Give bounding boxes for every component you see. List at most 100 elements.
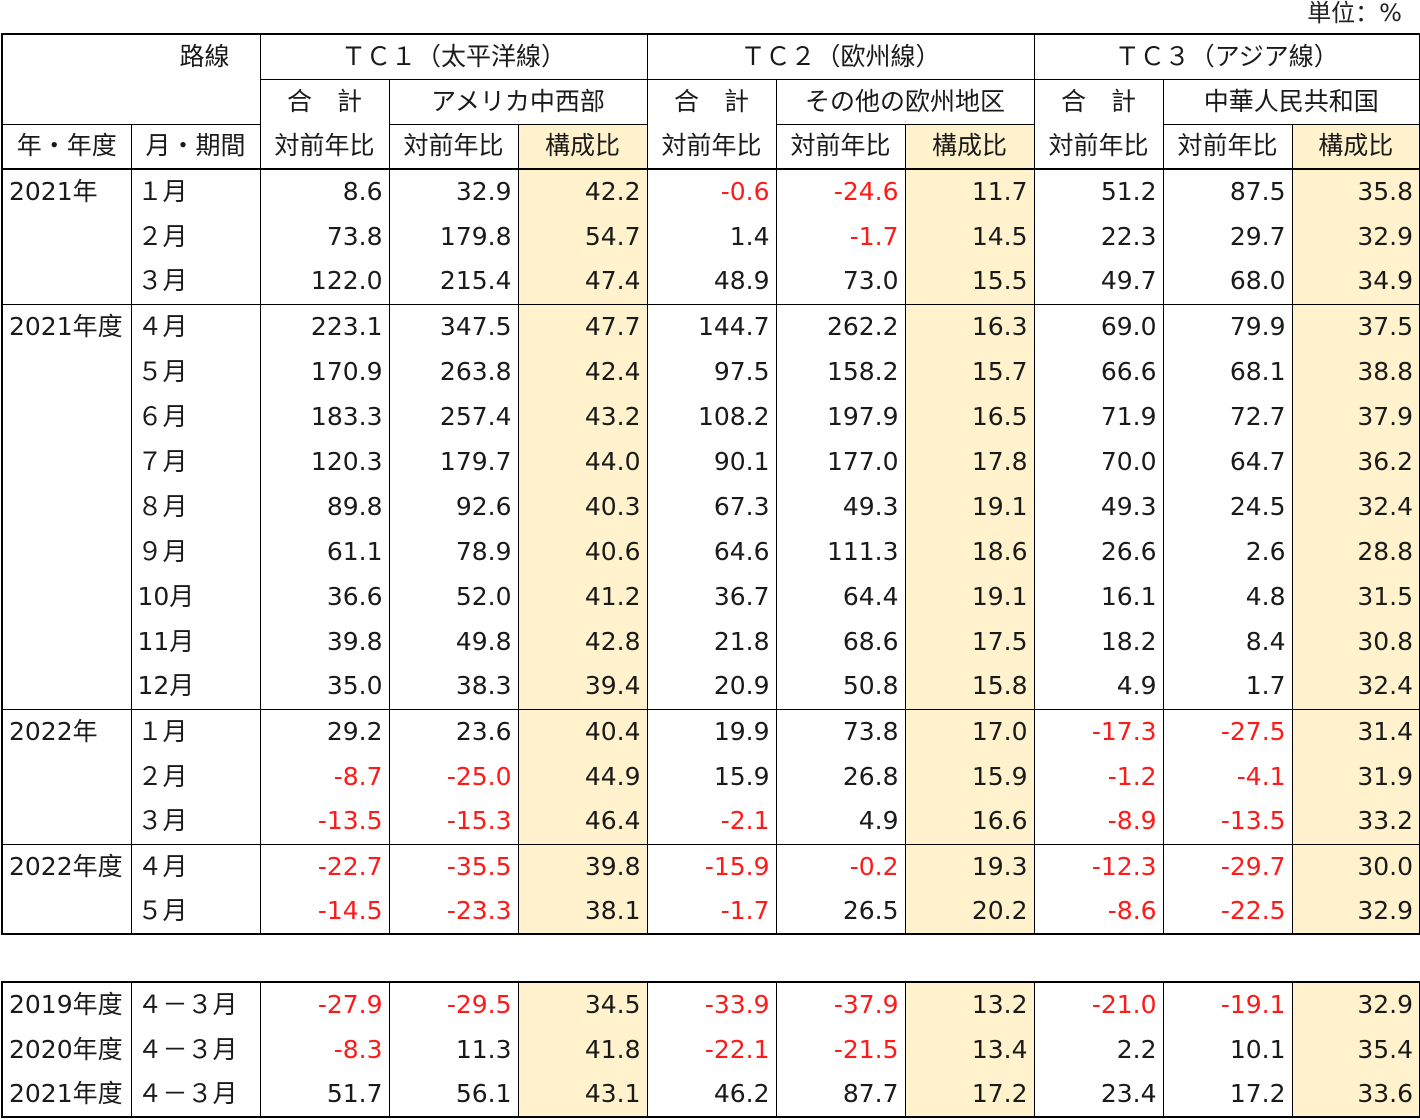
yoy-cell: 2.6 <box>1162 529 1293 574</box>
year-cell: 2019年度 <box>1 982 132 1027</box>
month-cell: ２月 <box>130 214 261 259</box>
tc3-sub-yoy-header: 対前年比 <box>1162 123 1293 170</box>
yoy-cell: 4.8 <box>1162 574 1293 619</box>
yoy-cell: -37.9 <box>775 982 906 1027</box>
table-row: 2022年度 ４月 -22.7 -35.5 39.8 -15.9 -0.2 19.3 -12.3… <box>1 843 1420 889</box>
yoy-cell: -15.9 <box>646 843 777 889</box>
share-cell: 35.4 <box>1291 1027 1420 1072</box>
yoy-cell: 49.3 <box>775 484 906 529</box>
yoy-cell: 2.2 <box>1033 1027 1164 1072</box>
yoy-cell: 170.9 <box>259 349 390 394</box>
yoy-cell: -8.9 <box>1033 799 1164 844</box>
yoy-cell: 49.3 <box>1033 484 1164 529</box>
yoy-cell: -29.5 <box>388 982 519 1027</box>
share-cell: 38.8 <box>1291 349 1420 394</box>
yoy-cell: 36.7 <box>646 574 777 619</box>
yoy-cell: 347.5 <box>388 303 519 349</box>
yoy-cell: -2.1 <box>646 799 777 844</box>
share-cell: 40.6 <box>517 529 648 574</box>
share-cell: 31.4 <box>1291 708 1420 754</box>
yoy-cell: 71.9 <box>1033 394 1164 439</box>
group-header-tc2: ＴＣ２（欧州線） <box>646 33 1035 80</box>
yoy-cell: 120.3 <box>259 439 390 484</box>
year-cell <box>1 529 132 574</box>
table-row: ７月 120.3 179.7 44.0 90.1 177.0 17.8 70.0 64.7 36.… <box>1 439 1420 484</box>
tc1-share-header: 構成比 <box>517 123 648 170</box>
yoy-cell: 64.6 <box>646 529 777 574</box>
share-cell: 16.3 <box>904 303 1035 349</box>
group-header-tc1: ＴＣ１（太平洋線） <box>259 33 648 80</box>
yoy-cell: -1.2 <box>1033 754 1164 799</box>
share-cell: 17.8 <box>904 439 1035 484</box>
share-cell: 47.7 <box>517 303 648 349</box>
yoy-cell: -8.7 <box>259 754 390 799</box>
yoy-cell: 158.2 <box>775 349 906 394</box>
yoy-cell: -1.7 <box>646 889 777 934</box>
yoy-cell: 215.4 <box>388 259 519 304</box>
yoy-cell: -8.6 <box>1033 889 1164 934</box>
yoy-cell: 19.9 <box>646 708 777 754</box>
tc2-total-header: 合 計 <box>646 78 777 124</box>
share-cell: 40.4 <box>517 708 648 754</box>
table-row: ２月 -8.7 -25.0 44.9 15.9 26.8 15.9 -1.2 -4.1 31.9 <box>1 754 1420 799</box>
yoy-cell: 15.9 <box>646 754 777 799</box>
yoy-cell: -15.3 <box>388 799 519 844</box>
share-cell: 39.4 <box>517 664 648 709</box>
yoy-cell: -4.1 <box>1162 754 1293 799</box>
share-cell: 14.5 <box>904 214 1035 259</box>
share-cell: 31.9 <box>1291 754 1420 799</box>
share-cell: 47.4 <box>517 259 648 304</box>
share-cell: 39.8 <box>517 843 648 889</box>
yoy-cell: 108.2 <box>646 394 777 439</box>
table-row: 2019年度 ４－３月 -27.9 -29.5 34.5 -33.9 -37.9 13.2 -2… <box>1 982 1420 1027</box>
yoy-cell: 38.3 <box>388 664 519 709</box>
tc1-total-header: 合 計 <box>259 78 390 124</box>
year-header: 年・年度 <box>1 123 132 170</box>
share-cell: 54.7 <box>517 214 648 259</box>
unit-label: 単位：% <box>1307 0 1402 27</box>
yoy-cell: 69.0 <box>1033 303 1164 349</box>
yoy-cell: 197.9 <box>775 394 906 439</box>
yoy-cell: 73.8 <box>775 708 906 754</box>
month-cell: ４－３月 <box>130 982 261 1027</box>
yoy-cell: 36.6 <box>259 574 390 619</box>
yoy-cell: 29.7 <box>1162 214 1293 259</box>
yoy-cell: -33.9 <box>646 982 777 1027</box>
yoy-cell: 61.1 <box>259 529 390 574</box>
main-table: 路線 ＴＣ１（太平洋線） ＴＣ２（欧州線） ＴＣ３（アジア線） 合 計 アメリカ… <box>1 33 1420 935</box>
yoy-cell: 52.0 <box>388 574 519 619</box>
yoy-cell: -25.0 <box>388 754 519 799</box>
yoy-cell: -17.3 <box>1033 708 1164 754</box>
yoy-cell: -14.5 <box>259 889 390 934</box>
yoy-cell: -0.2 <box>775 843 906 889</box>
table-row: ３月 -13.5 -15.3 46.4 -2.1 4.9 16.6 -8.9 -13.5 33.2 <box>1 799 1420 844</box>
table-row: ９月 61.1 78.9 40.6 64.6 111.3 18.6 26.6 2.6 28.8 <box>1 529 1420 574</box>
share-cell: 30.0 <box>1291 843 1420 889</box>
share-cell: 28.8 <box>1291 529 1420 574</box>
month-cell: 12月 <box>130 664 261 709</box>
table-row: ３月 122.0 215.4 47.4 48.9 73.0 15.5 49.7 68.0 34.9 <box>1 259 1420 304</box>
yoy-cell: 56.1 <box>388 1072 519 1117</box>
tc3-share-header: 構成比 <box>1291 123 1420 170</box>
yoy-cell: 97.5 <box>646 349 777 394</box>
share-cell: 36.2 <box>1291 439 1420 484</box>
table-row: ２月 73.8 179.8 54.7 1.4 -1.7 14.5 22.3 29.7 32.9 <box>1 214 1420 259</box>
yoy-cell: 46.2 <box>646 1072 777 1117</box>
yoy-cell: 18.2 <box>1033 619 1164 664</box>
yoy-cell: -0.6 <box>646 168 777 214</box>
month-cell: １月 <box>130 168 261 214</box>
table-row: 2021年 １月 8.6 32.9 42.2 -0.6 -24.6 11.7 51.2 87.5 3… <box>1 168 1420 214</box>
yoy-cell: -21.0 <box>1033 982 1164 1027</box>
tc2-sub-header: その他の欧州地区 <box>775 78 1035 125</box>
share-cell: 20.2 <box>904 889 1035 934</box>
yoy-cell: 1.4 <box>646 214 777 259</box>
yoy-cell: 68.0 <box>1162 259 1293 304</box>
month-cell: ３月 <box>130 799 261 844</box>
month-header: 月・期間 <box>130 123 261 170</box>
yoy-cell: 89.8 <box>259 484 390 529</box>
share-cell: 32.4 <box>1291 484 1420 529</box>
table-row: ５月 -14.5 -23.3 38.1 -1.7 26.5 20.2 -8.6 -22.5 32.… <box>1 889 1420 934</box>
share-cell: 17.2 <box>904 1072 1035 1117</box>
yoy-cell: 49.8 <box>388 619 519 664</box>
share-cell: 37.9 <box>1291 394 1420 439</box>
